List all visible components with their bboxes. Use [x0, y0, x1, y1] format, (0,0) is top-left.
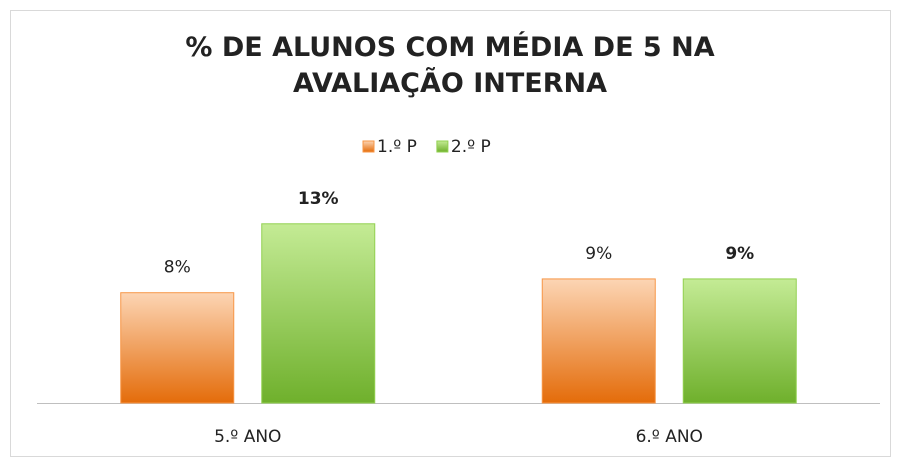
data-label: 13% [298, 189, 339, 209]
legend-label: 1.º P [377, 137, 417, 157]
legend-label: 2.º P [451, 137, 491, 157]
chart-title: % DE ALUNOS COM MÉDIA DE 5 NA AVALIAÇÃO … [185, 32, 715, 99]
legend-swatch [436, 140, 449, 153]
bar [682, 278, 797, 404]
data-label: 8% [164, 258, 191, 278]
bar [120, 292, 235, 404]
data-label: 9% [585, 244, 612, 264]
x-tick-label: 5.º ANO [214, 427, 281, 447]
legend-swatch [362, 140, 375, 153]
bar [261, 223, 376, 404]
bar [541, 278, 656, 404]
x-tick-label: 6.º ANO [636, 427, 703, 447]
data-label: 9% [725, 244, 754, 264]
